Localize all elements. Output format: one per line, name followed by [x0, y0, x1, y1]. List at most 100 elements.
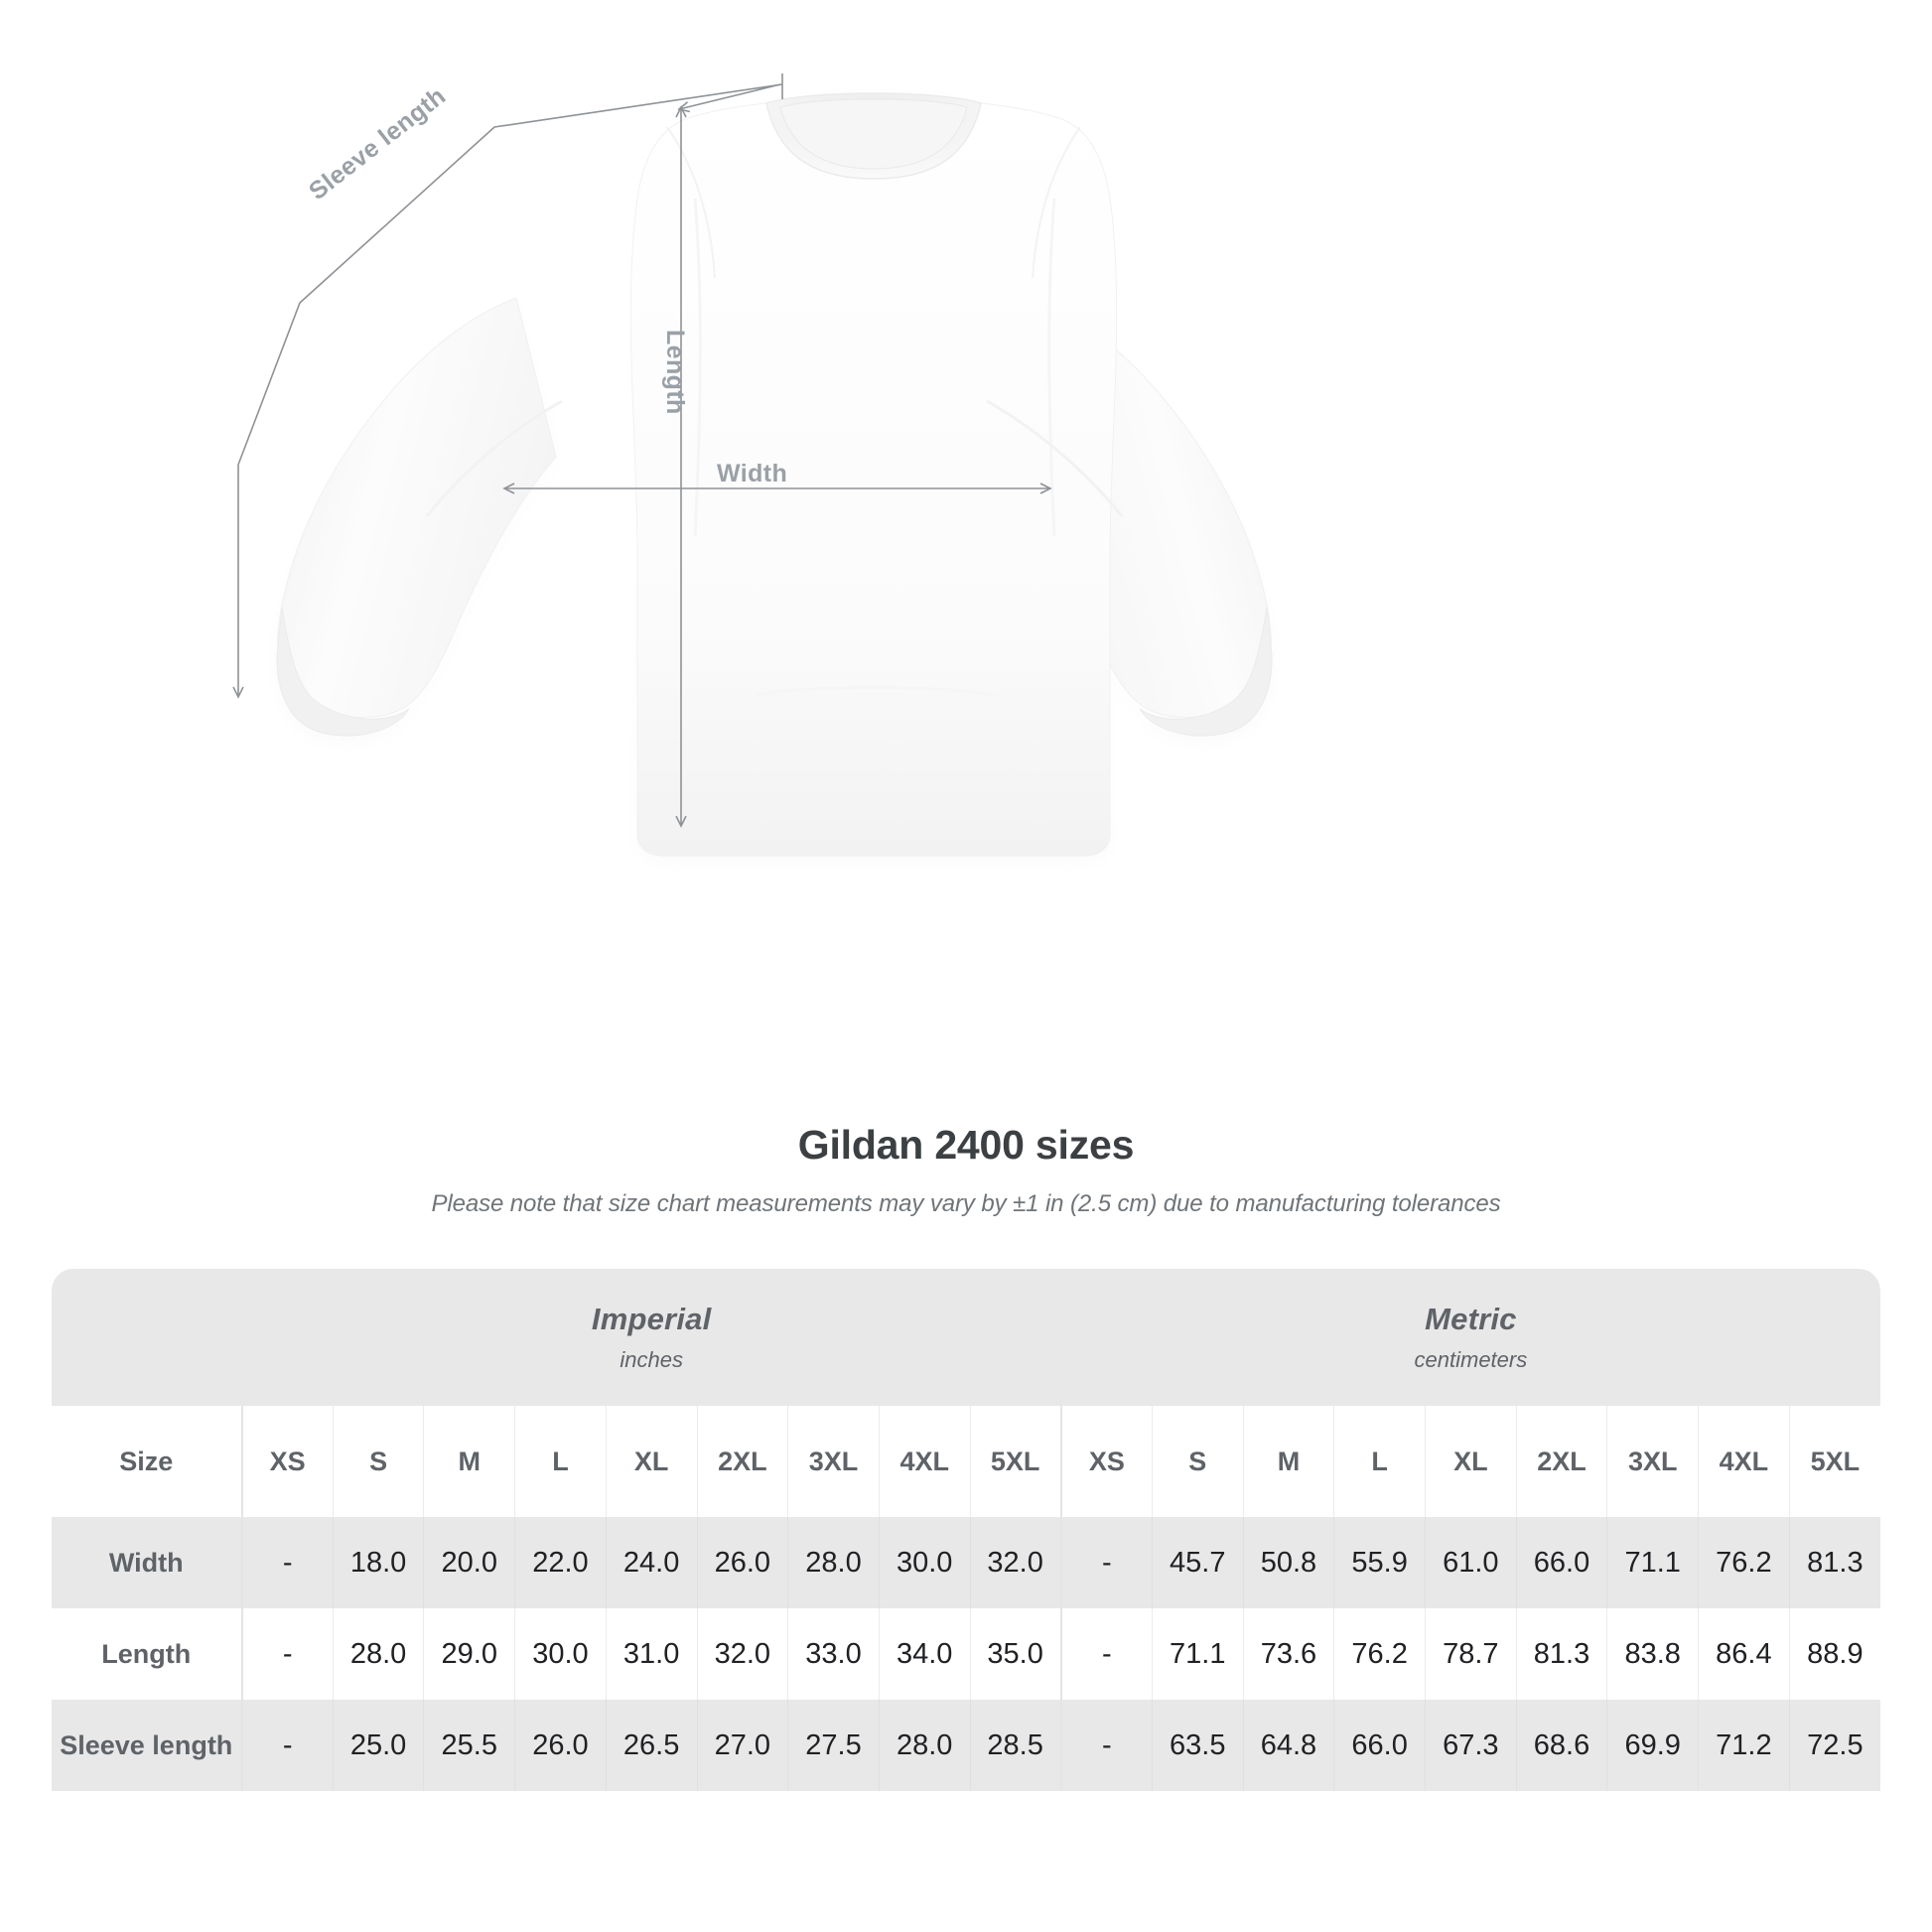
unit-group-unit: centimeters — [1414, 1347, 1528, 1372]
left-sleeve — [277, 297, 557, 719]
cell-metric-width-5xl: 81.3 — [1788, 1517, 1880, 1608]
width-dimension-label: Width — [717, 460, 788, 487]
cell-metric-sleeve-length-2xl: 68.6 — [1515, 1700, 1607, 1791]
cell-imperial-width-xs: - — [240, 1517, 334, 1608]
size-header-metric-3xl: 3XL — [1606, 1406, 1699, 1517]
size-header-metric-xl: XL — [1425, 1406, 1517, 1517]
left-cuff — [276, 607, 410, 737]
cell-metric-length-xs: - — [1059, 1608, 1153, 1700]
cell-imperial-sleeve-length-4xl: 28.0 — [878, 1700, 971, 1791]
size-header-imperial-s: S — [332, 1406, 424, 1517]
row-label-width: Width — [52, 1517, 242, 1608]
cell-metric-sleeve-length-xl: 67.3 — [1425, 1700, 1517, 1791]
cell-metric-sleeve-length-l: 66.0 — [1333, 1700, 1426, 1791]
cell-metric-length-5xl: 88.9 — [1788, 1608, 1880, 1700]
row-label-sleeve-length: Sleeve length — [52, 1700, 242, 1791]
cell-imperial-width-2xl: 26.0 — [696, 1517, 788, 1608]
cell-imperial-length-4xl: 34.0 — [878, 1608, 971, 1700]
sleeve-length-line — [232, 83, 783, 699]
cell-metric-sleeve-length-5xl: 72.5 — [1788, 1700, 1880, 1791]
cell-metric-sleeve-length-4xl: 71.2 — [1698, 1700, 1790, 1791]
shirt-body — [629, 100, 1118, 857]
table-row: Width -18.0 20.0 22.0 24.0 26.0 28.0 30.0 32.0-4… — [52, 1517, 1880, 1608]
cell-imperial-length-l: 30.0 — [514, 1608, 607, 1700]
cell-imperial-width-3xl: 28.0 — [787, 1517, 880, 1608]
cell-metric-length-l: 76.2 — [1333, 1608, 1426, 1700]
size-header-imperial-5xl: 5XL — [969, 1406, 1061, 1517]
unit-group-header-row: Imperial inches Metric centimeters — [52, 1269, 1880, 1406]
cell-imperial-length-m: 29.0 — [423, 1608, 515, 1700]
cell-metric-length-4xl: 86.4 — [1698, 1608, 1790, 1700]
garment-illustration: Sleeve length Length Width — [232, 73, 1273, 857]
size-header-imperial-2xl: 2XL — [696, 1406, 788, 1517]
cell-imperial-length-xs: - — [240, 1608, 334, 1700]
cell-imperial-sleeve-length-2xl: 27.0 — [696, 1700, 788, 1791]
cell-metric-width-4xl: 76.2 — [1698, 1517, 1790, 1608]
table-corner-cell — [52, 1269, 242, 1406]
cell-imperial-width-4xl: 30.0 — [878, 1517, 971, 1608]
unit-group-name: Imperial — [591, 1302, 712, 1336]
cell-metric-width-xs: - — [1059, 1517, 1153, 1608]
size-header-metric-4xl: 4XL — [1698, 1406, 1790, 1517]
cell-metric-width-m: 50.8 — [1242, 1517, 1334, 1608]
collar-inner — [779, 98, 968, 170]
size-header-imperial-xl: XL — [605, 1406, 697, 1517]
unit-group-header-imperial: Imperial inches — [241, 1269, 1061, 1406]
size-header-row: Size XS S M L XL 2XL 3XL 4XL 5XL XS S M L XL 2XL 3XL 4XL 5… — [52, 1406, 1880, 1517]
cell-metric-width-xl: 61.0 — [1425, 1517, 1517, 1608]
cell-imperial-length-s: 28.0 — [332, 1608, 424, 1700]
page-title: Gildan 2400 sizes — [797, 1122, 1135, 1168]
cell-imperial-sleeve-length-3xl: 27.5 — [787, 1700, 880, 1791]
table-row: Sleeve length -25.0 25.5 26.0 26.5 27.0 27.5 28… — [52, 1700, 1880, 1791]
cell-imperial-sleeve-length-xl: 26.5 — [605, 1700, 697, 1791]
cell-imperial-length-xl: 31.0 — [605, 1608, 697, 1700]
right-cuff — [1139, 607, 1273, 737]
cell-metric-length-xl: 78.7 — [1425, 1608, 1517, 1700]
shirt-artwork — [276, 92, 1273, 857]
cell-metric-width-3xl: 71.1 — [1606, 1517, 1699, 1608]
unit-group-name: Metric — [1425, 1302, 1517, 1336]
cell-metric-width-2xl: 66.0 — [1515, 1517, 1607, 1608]
cell-imperial-sleeve-length-l: 26.0 — [514, 1700, 607, 1791]
cell-imperial-width-l: 22.0 — [514, 1517, 607, 1608]
size-header-metric-xs: XS — [1059, 1406, 1153, 1517]
size-column-header: Size — [52, 1406, 242, 1517]
size-header-metric-2xl: 2XL — [1515, 1406, 1607, 1517]
tolerance-note: Please note that size chart measurements… — [431, 1190, 1501, 1217]
table-row: Length -28.0 29.0 30.0 31.0 32.0 33.0 34.0 35.0-… — [52, 1608, 1880, 1700]
cell-imperial-length-3xl: 33.0 — [787, 1608, 880, 1700]
cell-metric-width-s: 45.7 — [1151, 1517, 1244, 1608]
sleeve-length-guide — [677, 83, 781, 113]
shirt-diagram-svg — [232, 73, 1273, 857]
cell-imperial-length-2xl: 32.0 — [696, 1608, 788, 1700]
size-header-metric-l: L — [1333, 1406, 1426, 1517]
cell-imperial-width-s: 18.0 — [332, 1517, 424, 1608]
size-header-imperial-xs: XS — [240, 1406, 334, 1517]
length-dimension-label: Length — [661, 330, 689, 415]
row-label-length: Length — [52, 1608, 242, 1700]
cell-metric-sleeve-length-m: 64.8 — [1242, 1700, 1334, 1791]
cell-metric-length-2xl: 81.3 — [1515, 1608, 1607, 1700]
measurement-guides — [232, 73, 1052, 828]
cell-metric-sleeve-length-s: 63.5 — [1151, 1700, 1244, 1791]
cell-imperial-length-5xl: 35.0 — [969, 1608, 1061, 1700]
cell-imperial-sleeve-length-m: 25.5 — [423, 1700, 515, 1791]
cell-imperial-sleeve-length-xs: - — [240, 1700, 334, 1791]
cell-imperial-width-m: 20.0 — [423, 1517, 515, 1608]
size-header-metric-m: M — [1242, 1406, 1334, 1517]
cell-metric-length-3xl: 83.8 — [1606, 1608, 1699, 1700]
size-header-metric-5xl: 5XL — [1788, 1406, 1880, 1517]
cell-metric-sleeve-length-xs: - — [1059, 1700, 1153, 1791]
size-chart-table-container: Imperial inches Metric centimeters Size XS S M L… — [52, 1269, 1880, 1791]
cell-imperial-sleeve-length-5xl: 28.5 — [969, 1700, 1061, 1791]
cell-metric-sleeve-length-3xl: 69.9 — [1606, 1700, 1699, 1791]
size-header-imperial-4xl: 4XL — [878, 1406, 971, 1517]
chart-heading: Gildan 2400 sizes Please note that size … — [0, 1122, 1932, 1218]
unit-group-unit: inches — [620, 1347, 683, 1372]
cell-imperial-width-xl: 24.0 — [605, 1517, 697, 1608]
cell-metric-length-m: 73.6 — [1242, 1608, 1334, 1700]
size-header-imperial-l: L — [514, 1406, 607, 1517]
size-header-metric-s: S — [1151, 1406, 1244, 1517]
cell-imperial-sleeve-length-s: 25.0 — [332, 1700, 424, 1791]
unit-group-header-metric: Metric centimeters — [1060, 1269, 1880, 1406]
